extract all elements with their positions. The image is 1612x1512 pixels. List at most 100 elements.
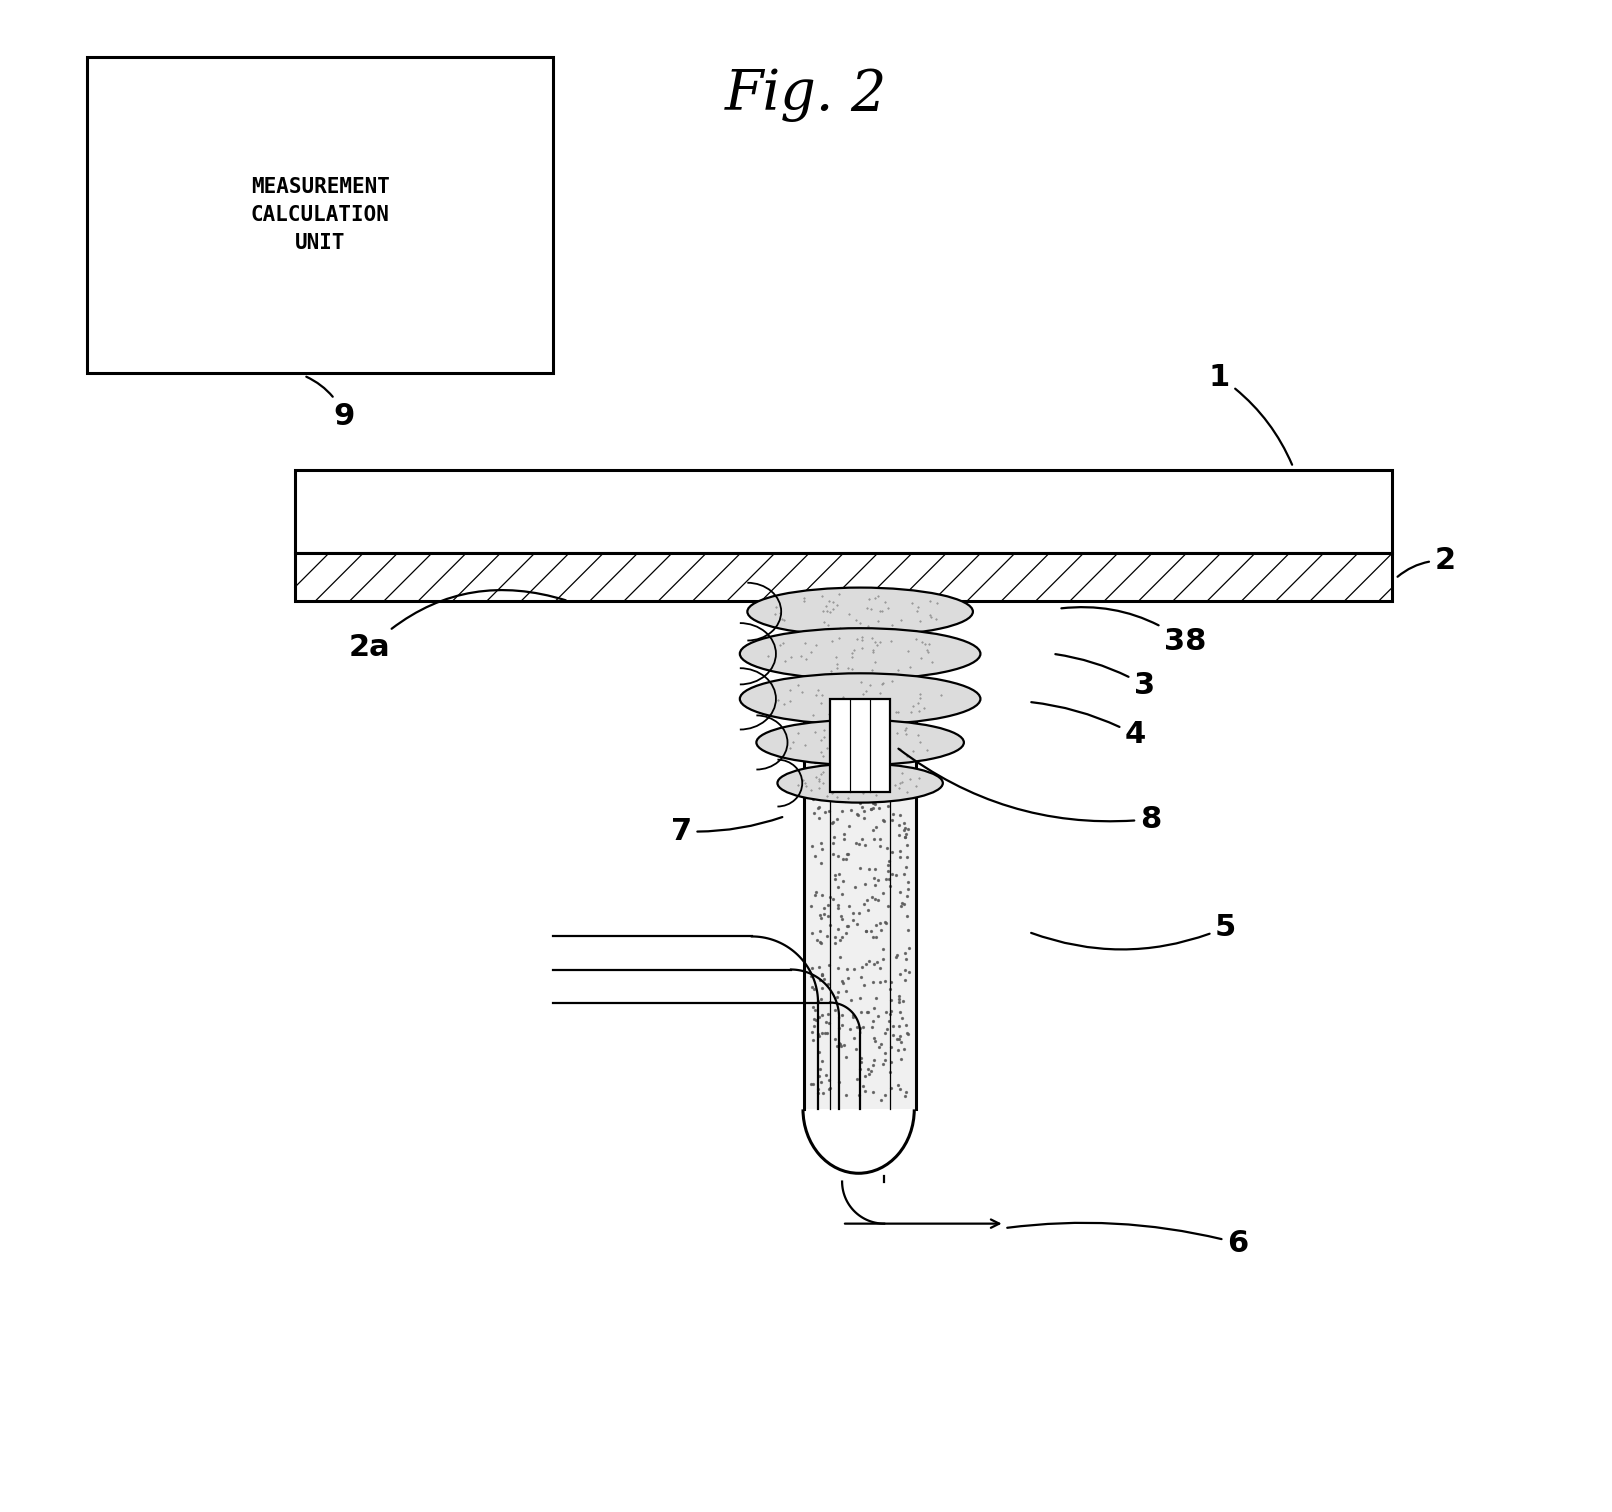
Point (814, 1002, 840, 1027)
Point (874, 677, 899, 702)
Point (893, 854, 919, 878)
Point (808, 1057, 833, 1081)
Point (804, 797, 830, 821)
Point (809, 883, 835, 907)
Point (845, 803, 870, 827)
Point (848, 1046, 874, 1070)
Point (835, 680, 861, 705)
Point (853, 919, 879, 943)
Point (845, 762, 870, 786)
FancyBboxPatch shape (87, 57, 553, 372)
Text: 2: 2 (1398, 546, 1456, 576)
Point (833, 724, 859, 748)
Point (825, 897, 851, 921)
Point (804, 623, 830, 647)
Point (824, 1034, 850, 1058)
Point (824, 785, 850, 809)
Point (829, 798, 854, 823)
Point (808, 777, 833, 801)
Point (867, 833, 893, 857)
Point (856, 898, 882, 922)
Point (800, 788, 825, 812)
Point (879, 807, 904, 832)
Point (862, 857, 888, 881)
Point (875, 850, 901, 874)
Point (891, 968, 917, 992)
Point (812, 1021, 838, 1045)
Point (808, 700, 833, 724)
Point (874, 1018, 899, 1042)
Point (872, 1083, 898, 1107)
Point (870, 809, 896, 833)
Text: 1: 1 (1209, 363, 1293, 464)
Point (829, 924, 854, 948)
Point (848, 1001, 874, 1025)
Point (848, 688, 874, 712)
Point (851, 892, 877, 916)
Point (879, 1036, 904, 1060)
Point (838, 798, 864, 823)
Point (861, 1080, 887, 1104)
Point (891, 1084, 917, 1108)
Point (829, 1013, 854, 1037)
Point (851, 798, 877, 823)
Point (827, 685, 853, 709)
Point (809, 1049, 835, 1074)
Point (867, 971, 893, 995)
Point (853, 762, 879, 786)
Point (808, 773, 833, 797)
Point (803, 700, 829, 724)
Point (832, 827, 858, 851)
Point (870, 1052, 896, 1077)
Point (843, 832, 869, 856)
Point (883, 720, 909, 744)
Point (798, 602, 824, 626)
Point (801, 998, 827, 1022)
Point (872, 1021, 898, 1045)
Point (846, 1083, 872, 1107)
Point (856, 730, 882, 754)
Point (859, 745, 885, 770)
Point (861, 1009, 887, 1033)
Point (885, 1039, 911, 1063)
Point (866, 795, 891, 820)
Point (806, 1040, 832, 1064)
Point (856, 950, 882, 974)
Point (883, 945, 909, 969)
Point (837, 708, 862, 732)
Point (866, 1034, 891, 1058)
Point (821, 632, 846, 656)
Point (887, 686, 912, 711)
Point (800, 1028, 825, 1052)
Point (830, 847, 856, 871)
Point (801, 729, 827, 753)
Point (806, 1024, 832, 1048)
Point (887, 990, 912, 1015)
Point (850, 761, 875, 785)
Point (830, 969, 856, 993)
Point (822, 998, 848, 1022)
Text: 5: 5 (1032, 913, 1236, 950)
Point (821, 842, 846, 866)
Point (825, 956, 851, 980)
Point (835, 915, 861, 939)
Point (819, 649, 845, 673)
Point (870, 937, 896, 962)
Point (879, 1049, 904, 1074)
Point (830, 634, 856, 658)
Point (872, 1048, 898, 1072)
Bar (830, 699, 890, 792)
Point (874, 999, 899, 1024)
Point (887, 692, 912, 717)
Point (874, 910, 899, 934)
Point (877, 868, 903, 892)
Point (861, 818, 887, 842)
Point (850, 827, 875, 851)
Bar (804, 602, 916, 1110)
Point (806, 1005, 832, 1030)
Point (890, 1005, 916, 1030)
Point (837, 1016, 862, 1040)
Point (890, 646, 916, 670)
Point (833, 674, 859, 699)
Point (841, 1027, 867, 1051)
